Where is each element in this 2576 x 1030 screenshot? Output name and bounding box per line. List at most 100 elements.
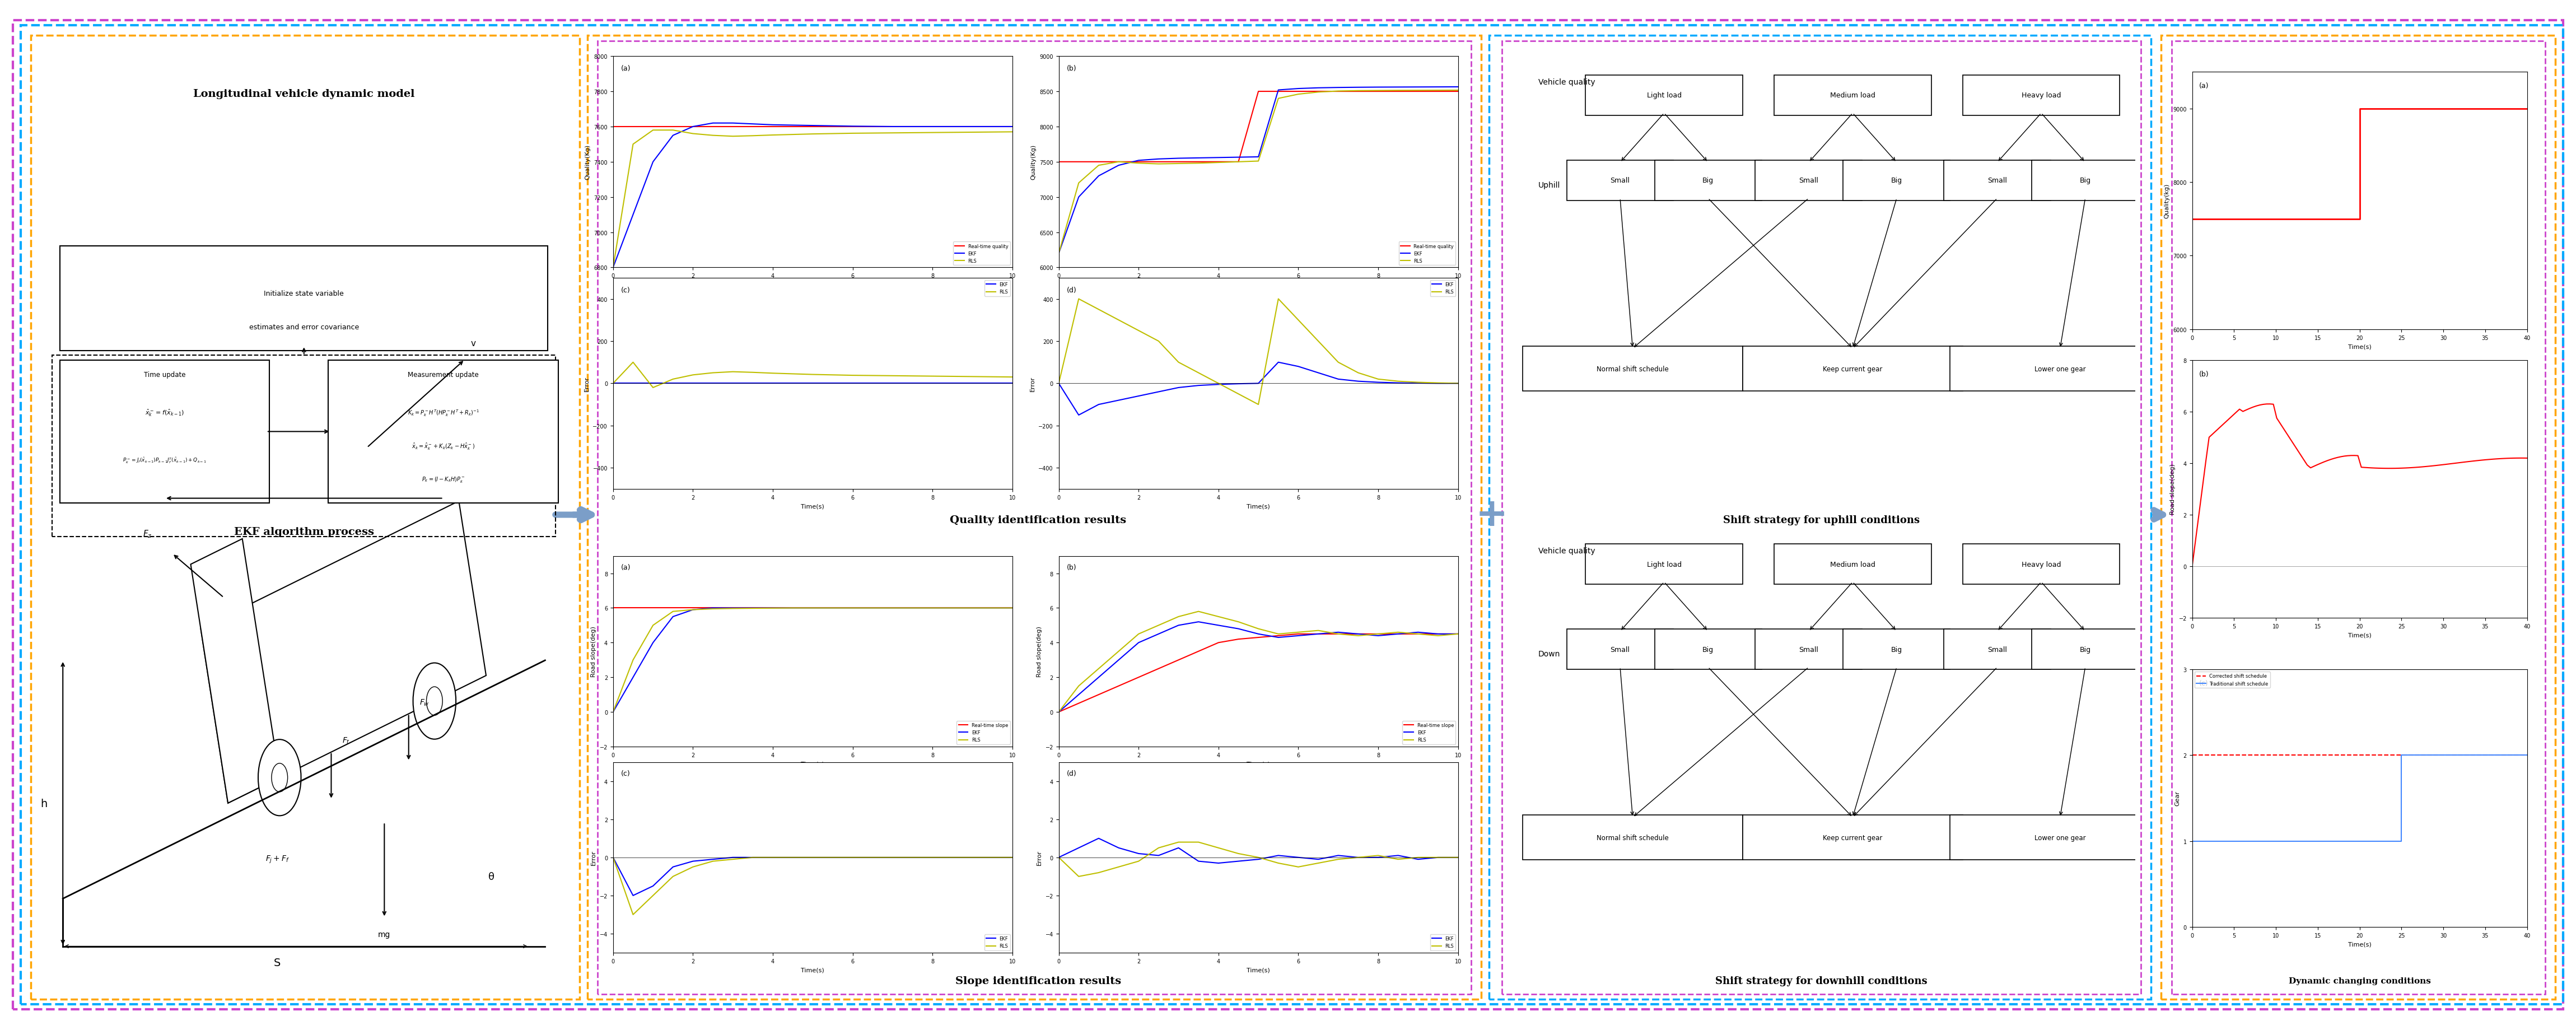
- EKF: [1422, 377, 1453, 389]
- Legend: EKF, RLS: EKF, RLS: [984, 934, 1010, 951]
- EKF: [1363, 376, 1394, 388]
- EKF: [1064, 842, 1095, 854]
- FancyBboxPatch shape: [59, 360, 268, 504]
- EKF: [1283, 360, 1314, 373]
- Real-time slope: [837, 602, 868, 614]
- EKF: [1422, 81, 1453, 94]
- RLS: [976, 851, 1007, 863]
- EKF: [976, 377, 1007, 389]
- Legend: EKF, RLS: EKF, RLS: [1430, 280, 1455, 297]
- RLS: [817, 369, 848, 381]
- Real-time quality: [698, 121, 729, 133]
- EKF: [1224, 855, 1255, 867]
- Text: Uphill: Uphill: [1538, 181, 1561, 190]
- EKF: [698, 117, 729, 130]
- RLS: [1283, 626, 1314, 639]
- EKF: [1144, 850, 1175, 862]
- RLS: [896, 127, 927, 139]
- Real-time slope: [1342, 628, 1373, 641]
- Text: Medium load: Medium load: [1829, 560, 1875, 568]
- RLS: [677, 369, 708, 381]
- Text: Light load: Light load: [1646, 92, 1682, 99]
- Real-time quality: [1404, 85, 1435, 98]
- RLS: [1043, 851, 1074, 863]
- RLS: [1123, 855, 1154, 867]
- EKF: [799, 377, 829, 389]
- EKF: [716, 602, 750, 614]
- RLS: [1404, 84, 1435, 97]
- Circle shape: [258, 740, 301, 816]
- EKF: [976, 121, 1007, 133]
- Y-axis label: Gear: Gear: [2174, 791, 2179, 805]
- EKF: [876, 851, 909, 863]
- RLS: [837, 602, 868, 614]
- X-axis label: Time(s): Time(s): [801, 967, 824, 972]
- EKF: [1123, 390, 1154, 403]
- EKF: [1103, 394, 1133, 407]
- EKF: [1262, 84, 1293, 97]
- X-axis label: Time(s): Time(s): [2347, 941, 2372, 947]
- Text: h: h: [41, 798, 46, 809]
- EKF: [1084, 832, 1115, 845]
- Line: Real-time slope: Real-time slope: [1059, 634, 1458, 712]
- RLS: [858, 128, 889, 140]
- RLS: [1043, 377, 1074, 389]
- Text: S: S: [273, 957, 281, 967]
- RLS: [1303, 87, 1334, 99]
- RLS: [817, 851, 848, 863]
- RLS: [958, 602, 989, 614]
- Real-time quality: [1303, 85, 1334, 98]
- Text: Light load: Light load: [1646, 560, 1682, 568]
- RLS: [896, 370, 927, 382]
- EKF: [799, 119, 829, 132]
- RLS: [1064, 870, 1095, 883]
- EKF: [677, 604, 708, 616]
- RLS: [1182, 606, 1213, 618]
- RLS: [1224, 848, 1255, 860]
- EKF: [1103, 160, 1133, 172]
- FancyBboxPatch shape: [2032, 161, 2138, 201]
- Text: Small: Small: [1989, 177, 2007, 184]
- Real-time slope: [799, 602, 829, 614]
- RLS: [1064, 293, 1095, 305]
- Text: (a): (a): [2200, 82, 2208, 90]
- Text: Big: Big: [1703, 177, 1713, 184]
- Text: Keep current gear: Keep current gear: [1824, 834, 1883, 842]
- Text: Shift strategy for downhill conditions: Shift strategy for downhill conditions: [1716, 975, 1927, 986]
- RLS: [1303, 857, 1334, 869]
- Real-time slope: [1262, 629, 1293, 642]
- Text: Heavy load: Heavy load: [2022, 92, 2061, 99]
- Text: $P_k^- = J_f(\hat{x}_{k-1})P_{k-1}J_f^T(\hat{x}_{k-1})+Q_{k-1}$: $P_k^- = J_f(\hat{x}_{k-1})P_{k-1}J_f^T(…: [124, 456, 206, 465]
- Real-time slope: [757, 602, 788, 614]
- EKF: [799, 602, 829, 614]
- RLS: [1084, 662, 1115, 675]
- RLS: [677, 128, 708, 140]
- Real-time slope: [737, 602, 768, 614]
- FancyBboxPatch shape: [1741, 346, 1963, 391]
- RLS: [1422, 377, 1453, 389]
- RLS: [618, 356, 649, 369]
- RLS: [1443, 377, 1473, 389]
- Real-time quality: [837, 121, 868, 133]
- Polygon shape: [201, 502, 487, 803]
- Y-axis label: Quality(Kg): Quality(Kg): [1030, 144, 1036, 180]
- RLS: [917, 127, 948, 139]
- RLS: [1303, 335, 1334, 347]
- RLS: [938, 602, 969, 614]
- Text: (b): (b): [1066, 563, 1077, 571]
- EKF: [737, 377, 768, 389]
- Text: θ: θ: [489, 871, 495, 882]
- RLS: [1203, 842, 1234, 854]
- Line: Traditional shift schedule: Traditional shift schedule: [2192, 755, 2527, 842]
- Line: EKF: EKF: [613, 857, 1012, 895]
- Legend: Real-time quality, EKF, RLS: Real-time quality, EKF, RLS: [953, 242, 1010, 266]
- Line: RLS: RLS: [1059, 91, 1458, 253]
- RLS: [997, 126, 1028, 138]
- EKF: [1443, 628, 1473, 641]
- EKF: [1164, 152, 1195, 165]
- Real-time quality: [657, 121, 688, 133]
- X-axis label: Time(s): Time(s): [801, 282, 824, 287]
- EKF: [1244, 853, 1275, 865]
- EKF: [598, 851, 629, 863]
- Traditional shift schedule: [2385, 749, 2416, 761]
